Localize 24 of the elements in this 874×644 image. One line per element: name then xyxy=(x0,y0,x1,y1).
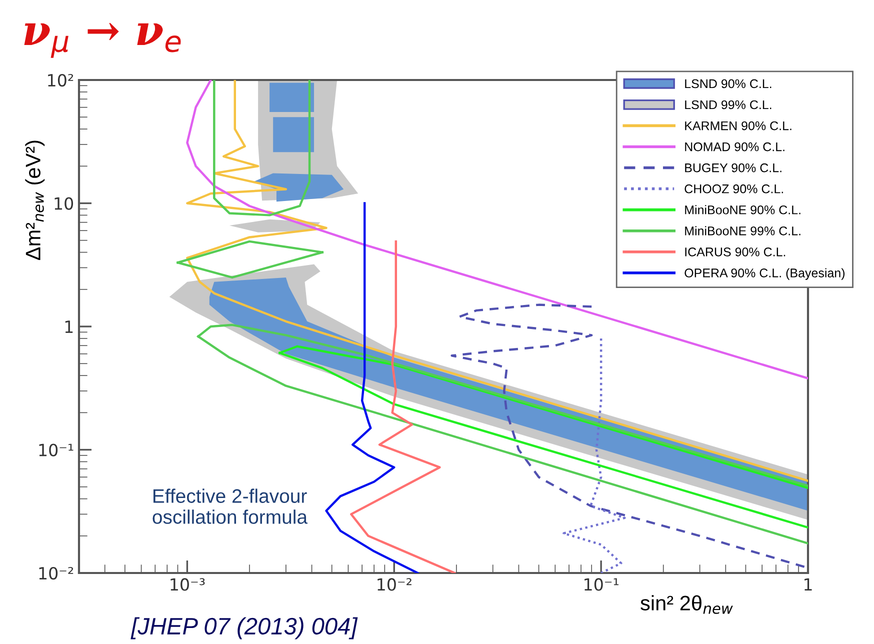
y-tick-label: 10 xyxy=(54,197,74,210)
x-axis-title: sin² 2θ$_{new}$ xyxy=(640,595,733,614)
y-axis-title: Δm²$_{new}$ (eV²) xyxy=(25,140,45,260)
legend-label: BUGEY 90% C.L. xyxy=(685,163,782,172)
legend-label: MiniBooNE 90% C.L. xyxy=(685,205,800,214)
legend-label: OPERA 90% C.L. (Bayesian) xyxy=(684,268,845,280)
y-tick-label: 10⁻² xyxy=(39,566,74,580)
legend-label: MiniBooNE 99% C.L. xyxy=(685,226,800,236)
x-tick-label: 1 xyxy=(804,578,812,591)
legend-label: LSND 99% C.L. xyxy=(685,100,772,110)
legend-label: CHOOZ 90% C.L. xyxy=(684,184,783,194)
x-tick-label: 10⁻² xyxy=(378,578,412,591)
y-tick-label: 1 xyxy=(65,320,73,333)
y-tick-label: 10⁻¹ xyxy=(39,444,74,456)
chart-title: ν$_{μ}$ → ν$_{e}$ xyxy=(24,22,181,58)
text: [JHEP 07 (2013) 004] xyxy=(130,617,358,640)
annotation: Effective 2-flavour oscillation formula xyxy=(152,488,308,524)
y-tick-label: 10² xyxy=(48,74,74,87)
legend-label: LSND 90% C.L. xyxy=(685,79,772,88)
x-tick-label: 10⁻¹ xyxy=(584,578,618,591)
legend-label: ICARUS 90% C.L. xyxy=(685,248,786,256)
legend-label: NOMAD 90% C.L. xyxy=(685,142,784,152)
x-tick-label: 10⁻³ xyxy=(170,578,205,591)
legend-label: KARMEN 90% C.L. xyxy=(685,121,792,130)
